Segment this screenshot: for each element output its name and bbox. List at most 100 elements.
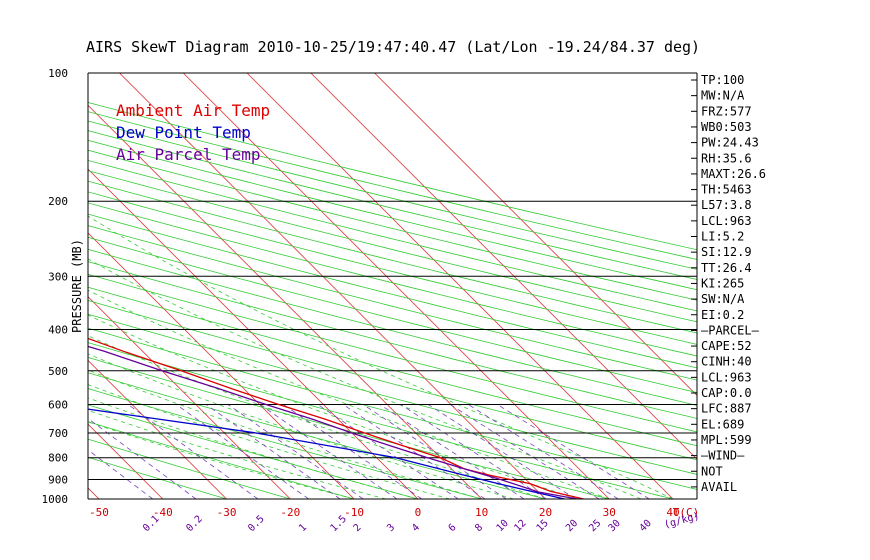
index-label: MAXT:26.6 [701,167,766,181]
index-label: —WIND— [701,449,745,463]
bottom-temp-tick-label: 10 [475,506,488,519]
mixing-ratio-line [362,404,507,499]
mixing-ratio-line [379,404,525,499]
dry-adiabat-line [88,327,697,490]
pressure-tick-label: 1000 [42,493,69,506]
mixing-ratio-tick-label: 4 [410,522,422,534]
mixing-ratio-tick-label: 3 [385,522,397,534]
index-label: CINH:40 [701,355,752,369]
mixing-ratio-tick-label: 0.5 [246,514,267,535]
dry-adiabat-line [88,248,697,406]
pressure-tick-label: 400 [48,323,68,336]
pressure-tick-label: 500 [48,365,68,378]
index-label: NOT [701,464,723,478]
pressure-tick-label: 900 [48,474,68,487]
mixing-ratio-tick-label: 10 [495,518,511,534]
pressure-tick-label: 800 [48,452,68,465]
dry-adiabat-line [88,372,581,499]
dry-adiabat-line [88,388,517,499]
pressure-tick-label: 200 [48,195,68,208]
mixing-ratio-tick-label: 30 [607,518,623,534]
index-label: MPL:599 [701,433,752,447]
index-label: SI:12.9 [701,245,752,259]
dry-adiabat-line [88,438,322,499]
legend-entry: Ambient Air Temp [116,101,270,120]
index-label: WB0:503 [701,120,752,134]
dry-adiabat-line [88,225,697,381]
mixing-ratio-line [127,404,259,499]
mixing-ratio-line [283,404,423,499]
isotherm-line [88,232,355,499]
series-group [88,337,584,499]
dry-adiabat-line [88,300,697,461]
bottom-temp-tick-label: 20 [539,506,552,519]
dry-adiabat-line [88,236,697,394]
chart-title: AIRS SkewT Diagram 2010-10-25/19:47:40.4… [86,38,700,56]
isotherm-line [310,73,697,460]
dry-adiabat-line [88,213,697,369]
series-line [88,345,578,499]
isotherm-line [0,73,35,499]
dry-adiabat-line [88,286,697,447]
index-label: EI:0.2 [701,308,744,322]
bottom-temp-tick-label: 30 [603,506,616,519]
mixing-ratio-line [342,404,486,499]
bottom-temp-tick-label: -30 [217,506,237,519]
dry-adiabat-line [88,101,697,251]
moist-adiabat-line [88,314,578,499]
mixing-ratio-line [468,404,619,499]
dry-adiabat-line [88,313,697,475]
isotherm-line [88,168,419,499]
index-label: LFC:887 [701,402,752,416]
mixing-ratio-tick-label: 0.2 [184,514,205,535]
index-label: LI:5.2 [701,230,744,244]
index-label: CAPE:52 [701,339,752,353]
mixing-ratio-tick-label: 6 [447,522,459,534]
bottom-temp-tick-label: 0 [415,506,422,519]
mixing-ratio-line [428,404,576,499]
mixing-ratio-line [497,404,650,499]
mixing-ratio-tick-label: 8 [473,522,485,534]
dry-adiabat-line [88,111,697,260]
mixing-ratio-line [227,404,364,499]
dry-adiabat-line [88,273,697,433]
mixing-ratio-line [400,404,547,499]
index-label: L57:3.8 [701,198,752,212]
legend-entry: Air Parcel Temp [116,145,261,164]
bottom-temp-tick-label: -20 [280,506,300,519]
index-label: SW:N/A [701,292,745,306]
index-label: EL:689 [701,417,744,431]
bottom-temp-tick-label: -10 [344,506,364,519]
dry-adiabat-line [88,130,697,280]
index-label: FRZ:577 [701,104,752,118]
dry-adiabat-line [88,261,697,419]
pressure-tick-label: 700 [48,427,68,440]
mixing-ratio-tick-label: 40 [638,518,654,534]
index-label: TP:100 [701,73,744,87]
mixing-ratio-tick-label: 15 [535,518,551,534]
legend-entry: Dew Point Temp [116,123,251,142]
dry-adiabat-line [88,202,697,357]
mixing-ratio-line [317,404,459,499]
series-line [88,337,584,499]
dry-adiabat-line [88,139,697,291]
dry-adiabat-line [88,342,697,499]
series-line [88,408,565,499]
pressure-tick-label: 100 [48,67,68,80]
dry-adiabat-line [88,180,697,334]
dry-adiabat-line [88,120,697,270]
isotherm-line [88,423,164,499]
index-label: LCL:963 [701,370,752,384]
mixing-ratio-tick-label: 20 [564,518,580,534]
pressure-tick-label: 300 [48,270,68,283]
mixing-ratio-tick-label: 25 [587,518,603,534]
mixing-ratio-tick-label: 1 [297,522,309,534]
index-label: KI:265 [701,276,744,290]
y-axis-label: PRESSURE (MB) [70,239,84,333]
moist-adiabat-line [88,258,642,499]
mixing-ratio-line [259,404,398,499]
dry-adiabat-line [88,456,258,499]
temp-unit-label: T(C) [673,506,700,519]
